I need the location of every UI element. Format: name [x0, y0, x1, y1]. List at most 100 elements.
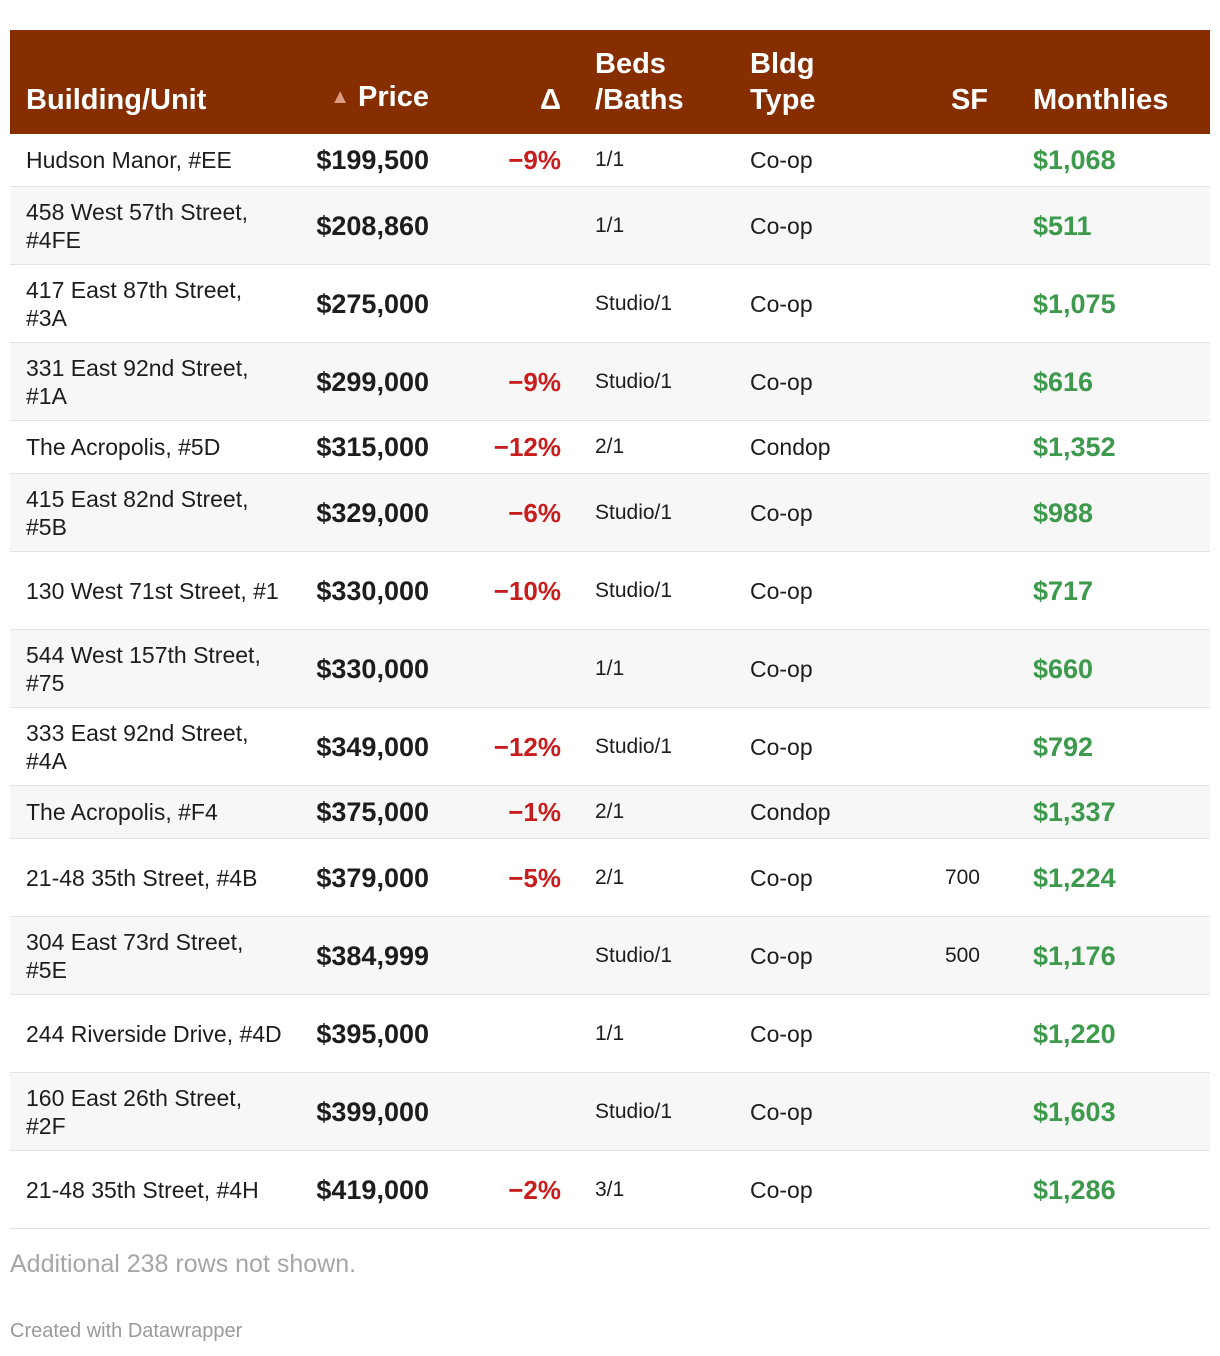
table-row: 21-48 35th Street, #4B $379,000 −5% 2/1 Co-o… — [10, 839, 1210, 917]
cell-monthlies: $1,352 — [1033, 432, 1116, 462]
cell-sf — [866, 1073, 998, 1151]
cell-beds-baths: 3/1 — [595, 1177, 625, 1201]
column-header-monthlies[interactable]: Monthlies — [998, 30, 1210, 134]
table-row: The Acropolis, #F4 $375,000 −1% 2/1 Condop $1… — [10, 785, 1210, 839]
cell-price: $384,999 — [316, 940, 429, 971]
cell-monthlies: $616 — [1033, 366, 1094, 397]
table-row: 160 East 26th Street, #2F $399,000 Studio/… — [10, 1072, 1210, 1151]
cell-sf: 700 — [944, 865, 980, 889]
column-header-delta-label: Δ — [540, 84, 561, 116]
column-header-price[interactable]: ▲ Price — [295, 30, 429, 134]
column-header-delta[interactable]: Δ — [429, 30, 561, 134]
table-row: Hudson Manor, #EE $199,500 −9% 1/1 Co-op $1,0… — [10, 134, 1210, 187]
cell-delta — [429, 187, 561, 265]
cell-beds-baths: 2/1 — [595, 800, 625, 823]
cell-price: $349,000 — [316, 731, 429, 762]
cell-delta — [429, 995, 561, 1073]
cell-delta — [429, 917, 561, 995]
column-header-beds-baths[interactable]: Beds/Baths — [561, 30, 716, 134]
table-header: Building/Unit ▲ Price Δ Beds/Baths Bldg Ty… — [10, 30, 1210, 134]
rows-not-shown-note: Additional 238 rows not shown. — [10, 1250, 357, 1278]
cell-sf: 500 — [944, 943, 980, 967]
cell-price: $395,000 — [316, 1018, 429, 1049]
cell-bldg-type: Co-op — [750, 1176, 813, 1203]
cell-monthlies: $1,176 — [1033, 940, 1116, 971]
cell-monthlies: $1,286 — [1033, 1174, 1116, 1205]
cell-sf — [866, 343, 998, 421]
cell-bldg-type: Co-op — [750, 655, 813, 682]
cell-sf — [866, 1151, 998, 1229]
table-row: The Acropolis, #5D $315,000 −12% 2/1 Condop $… — [10, 421, 1210, 474]
sort-ascending-icon: ▲ — [330, 86, 351, 108]
cell-building: Hudson Manor, #EE — [26, 147, 232, 173]
cell-building: 417 East 87th Street, #3A — [26, 276, 243, 331]
cell-price: $299,000 — [316, 366, 429, 397]
cell-sf — [866, 134, 998, 187]
cell-monthlies: $511 — [1033, 210, 1092, 241]
cell-price: $199,500 — [316, 145, 429, 175]
column-header-type-line1: Bldg — [750, 48, 815, 80]
cell-price: $315,000 — [316, 432, 429, 462]
table-row: 244 Riverside Drive, #4D $395,000 1/1 Co-op… — [10, 995, 1210, 1073]
cell-bldg-type: Co-op — [750, 733, 813, 760]
column-header-beds-line1: Beds — [595, 48, 666, 80]
cell-building: 160 East 26th Street, #2F — [26, 1084, 243, 1139]
column-header-building[interactable]: Building/Unit — [10, 30, 295, 134]
cell-price: $275,000 — [316, 288, 429, 319]
cell-building: 415 East 82nd Street, #5B — [26, 485, 249, 540]
cell-delta: −9% — [508, 145, 561, 175]
cell-building: 331 East 92nd Street, #1A — [26, 354, 249, 409]
cell-beds-baths: 1/1 — [595, 656, 625, 680]
cell-building: 333 East 92nd Street, #4A — [26, 719, 249, 774]
cell-bldg-type: Co-op — [750, 942, 813, 969]
cell-price: $208,860 — [316, 210, 429, 241]
cell-building: The Acropolis, #5D — [26, 434, 221, 460]
cell-monthlies: $1,075 — [1033, 288, 1116, 319]
cell-delta: −5% — [508, 862, 561, 893]
cell-beds-baths: Studio/1 — [595, 500, 673, 524]
cell-sf — [866, 421, 998, 474]
cell-bldg-type: Co-op — [750, 147, 813, 173]
column-header-sf[interactable]: SF — [866, 30, 998, 134]
listings-table-container: Building/Unit ▲ Price Δ Beds/Baths Bldg Ty… — [10, 30, 1210, 1229]
column-header-sf-label: SF — [950, 84, 988, 116]
cell-sf — [866, 786, 998, 839]
cell-delta: −12% — [493, 731, 561, 762]
cell-delta: −1% — [508, 797, 561, 827]
cell-monthlies: $1,224 — [1033, 862, 1116, 893]
table-row: 21-48 35th Street, #4H $419,000 −2% 3/1 Co-o… — [10, 1151, 1210, 1229]
column-header-bldg-type[interactable]: Bldg Type — [716, 30, 866, 134]
cell-delta: −12% — [493, 432, 561, 462]
cell-monthlies: $1,220 — [1033, 1018, 1116, 1049]
cell-delta — [429, 630, 561, 708]
cell-beds-baths: Studio/1 — [595, 943, 673, 967]
cell-price: $330,000 — [316, 575, 429, 606]
header-row: Building/Unit ▲ Price Δ Beds/Baths Bldg Ty… — [10, 30, 1210, 134]
cell-building: 304 East 73rd Street, #5E — [26, 928, 244, 983]
cell-delta: −6% — [508, 497, 561, 528]
cell-price: $329,000 — [316, 497, 429, 528]
cell-bldg-type: Condop — [750, 434, 831, 460]
cell-delta: −2% — [508, 1174, 561, 1205]
cell-beds-baths: 2/1 — [595, 865, 625, 889]
listings-table: Building/Unit ▲ Price Δ Beds/Baths Bldg Ty… — [10, 30, 1210, 1229]
cell-building: 21-48 35th Street, #4H — [26, 1176, 259, 1203]
cell-bldg-type: Co-op — [750, 290, 813, 317]
cell-building: 544 West 157th Street, #75 — [26, 641, 261, 696]
table-body: Hudson Manor, #EE $199,500 −9% 1/1 Co-op $1,0… — [10, 134, 1210, 1229]
table-row: 458 West 57th Street, #4FE $208,860 1/1 Co-… — [10, 186, 1210, 265]
cell-bldg-type: Co-op — [750, 368, 813, 395]
column-header-monthlies-label: Monthlies — [1033, 84, 1169, 116]
cell-bldg-type: Co-op — [750, 864, 813, 891]
cell-delta — [429, 265, 561, 343]
cell-beds-baths: Studio/1 — [595, 291, 673, 315]
datawrapper-credit: Created with Datawrapper — [10, 1320, 243, 1342]
cell-delta: −9% — [508, 366, 561, 397]
cell-bldg-type: Co-op — [750, 1020, 813, 1047]
table-row: 304 East 73rd Street, #5E $384,999 Studio/… — [10, 916, 1210, 995]
cell-delta: −10% — [493, 575, 561, 606]
cell-price: $375,000 — [316, 797, 429, 827]
cell-beds-baths: Studio/1 — [595, 734, 673, 758]
cell-bldg-type: Co-op — [750, 499, 813, 526]
cell-beds-baths: Studio/1 — [595, 369, 673, 393]
